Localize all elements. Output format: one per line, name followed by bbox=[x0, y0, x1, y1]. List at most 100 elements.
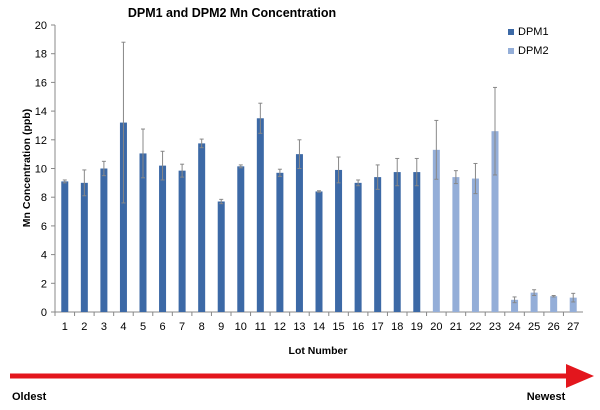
error-bar bbox=[473, 162, 478, 195]
error-bar bbox=[317, 190, 321, 193]
error-bar bbox=[493, 86, 497, 176]
newest-label: Newest bbox=[527, 391, 566, 403]
y-axis-label: Mn Concentration (ppb) bbox=[21, 109, 33, 227]
x-tick-label: 26 bbox=[548, 321, 560, 333]
x-tick-label: 4 bbox=[120, 321, 126, 333]
error-bar bbox=[356, 179, 361, 187]
x-tick-label: 23 bbox=[489, 321, 501, 333]
bar-dpm1-lot-7 bbox=[178, 170, 186, 312]
y-tick-label: 0 bbox=[41, 307, 47, 319]
bar-dpm2-lot-24 bbox=[511, 299, 519, 312]
bars bbox=[61, 41, 577, 313]
bar-dpm2-lot-25 bbox=[530, 292, 538, 312]
error-bar bbox=[434, 119, 439, 180]
bar-dpm1-lot-4 bbox=[119, 122, 127, 312]
error-bar bbox=[375, 164, 380, 190]
y-tick-label: 10 bbox=[35, 164, 47, 176]
bar-dpm2-lot-20 bbox=[432, 149, 440, 312]
error-bar bbox=[238, 164, 243, 169]
error-bar bbox=[551, 294, 556, 298]
x-tick-label: 2 bbox=[81, 321, 87, 333]
y-tick-label: 8 bbox=[41, 192, 47, 204]
chart-title: DPM1 and DPM2 Mn Concentration bbox=[128, 6, 336, 20]
bar-dpm1-lot-6 bbox=[159, 165, 167, 312]
y-axis: 0 2 4 6 8 10 12 14 16 18 20 bbox=[35, 20, 56, 319]
y-tick-label: 20 bbox=[35, 20, 47, 32]
bar-dpm1-lot-5 bbox=[139, 153, 147, 312]
x-tick-label: 20 bbox=[430, 321, 442, 333]
x-tick-label: 6 bbox=[159, 321, 165, 333]
error-bar bbox=[258, 102, 263, 134]
bar-dpm2-lot-23 bbox=[491, 131, 499, 312]
error-bar bbox=[297, 139, 302, 169]
x-tick-label: 24 bbox=[508, 321, 520, 333]
x-tick-label: 8 bbox=[199, 321, 205, 333]
x-tick-label: 13 bbox=[293, 321, 305, 333]
legend-label: DPM2 bbox=[518, 45, 549, 57]
timeline-arrow bbox=[10, 364, 594, 388]
y-tick-label: 16 bbox=[35, 77, 47, 89]
x-tick-label: 7 bbox=[179, 321, 185, 333]
x-tick-label: 21 bbox=[450, 321, 462, 333]
bar-dpm1-lot-14 bbox=[315, 191, 323, 312]
x-tick-label: 14 bbox=[313, 321, 325, 333]
y-tick-label: 4 bbox=[41, 250, 47, 262]
legend: DPM1 DPM2 bbox=[508, 26, 549, 57]
x-tick-label: 15 bbox=[332, 321, 344, 333]
error-bar bbox=[277, 168, 282, 177]
bar-dpm2-lot-27 bbox=[569, 297, 577, 312]
x-tick-label: 5 bbox=[140, 321, 146, 333]
error-bar bbox=[101, 160, 106, 177]
error-bar bbox=[453, 170, 458, 185]
y-tick-label: 6 bbox=[41, 221, 47, 233]
x-tick-label: 16 bbox=[352, 321, 364, 333]
x-tick-label: 3 bbox=[101, 321, 107, 333]
error-bar bbox=[414, 157, 419, 187]
x-tick-label: 19 bbox=[411, 321, 423, 333]
x-axis: 1 2 3 4 5 6 7 8 9 10 11 12 13 14 15 16 17 18 19 20 21 22 23 24 2… bbox=[54, 311, 583, 333]
bar-dpm2-lot-21 bbox=[452, 177, 460, 312]
y-tick-label: 2 bbox=[41, 278, 47, 290]
bar-dpm1-lot-15 bbox=[335, 169, 343, 312]
bar-dpm2-lot-26 bbox=[550, 296, 558, 312]
bar-dpm1-lot-11 bbox=[256, 118, 264, 313]
arrow-head bbox=[566, 364, 594, 388]
bar-dpm1-lot-3 bbox=[100, 168, 108, 312]
x-tick-label: 18 bbox=[391, 321, 403, 333]
legend-swatch-dpm2 bbox=[508, 48, 514, 54]
x-tick-label: 1 bbox=[62, 321, 68, 333]
y-tick-label: 14 bbox=[35, 106, 47, 118]
x-tick-label: 22 bbox=[469, 321, 481, 333]
y-tick-label: 18 bbox=[35, 49, 47, 61]
bar-dpm1-lot-13 bbox=[295, 154, 303, 312]
error-bar bbox=[532, 289, 537, 296]
error-bar bbox=[62, 179, 67, 184]
x-tick-label: 12 bbox=[274, 321, 286, 333]
bar-dpm1-lot-17 bbox=[374, 177, 382, 312]
legend-label: DPM1 bbox=[518, 26, 549, 38]
x-tick-label: 25 bbox=[528, 321, 540, 333]
bar-dpm1-lot-1 bbox=[61, 181, 69, 312]
oldest-label: Oldest bbox=[12, 391, 47, 403]
x-tick-label: 9 bbox=[218, 321, 224, 333]
legend-swatch-dpm1 bbox=[508, 29, 514, 35]
error-bar bbox=[395, 157, 400, 187]
bar-dpm1-lot-8 bbox=[198, 143, 206, 312]
error-bar bbox=[336, 156, 341, 184]
error-bar bbox=[121, 41, 126, 204]
bar-dpm1-lot-2 bbox=[80, 182, 88, 312]
x-tick-label: 27 bbox=[567, 321, 579, 333]
error-bar bbox=[141, 128, 145, 179]
error-bar bbox=[512, 296, 517, 304]
bar-dpm2-lot-22 bbox=[471, 178, 479, 312]
x-tick-label: 17 bbox=[372, 321, 384, 333]
bar-dpm1-lot-10 bbox=[237, 166, 245, 312]
x-axis-label: Lot Number bbox=[289, 345, 348, 357]
error-bar bbox=[160, 150, 165, 181]
error-bar bbox=[82, 169, 87, 197]
x-tick-label: 11 bbox=[255, 321, 266, 333]
y-tick-label: 12 bbox=[35, 135, 47, 147]
error-bar bbox=[219, 198, 224, 205]
error-bar bbox=[571, 292, 576, 303]
